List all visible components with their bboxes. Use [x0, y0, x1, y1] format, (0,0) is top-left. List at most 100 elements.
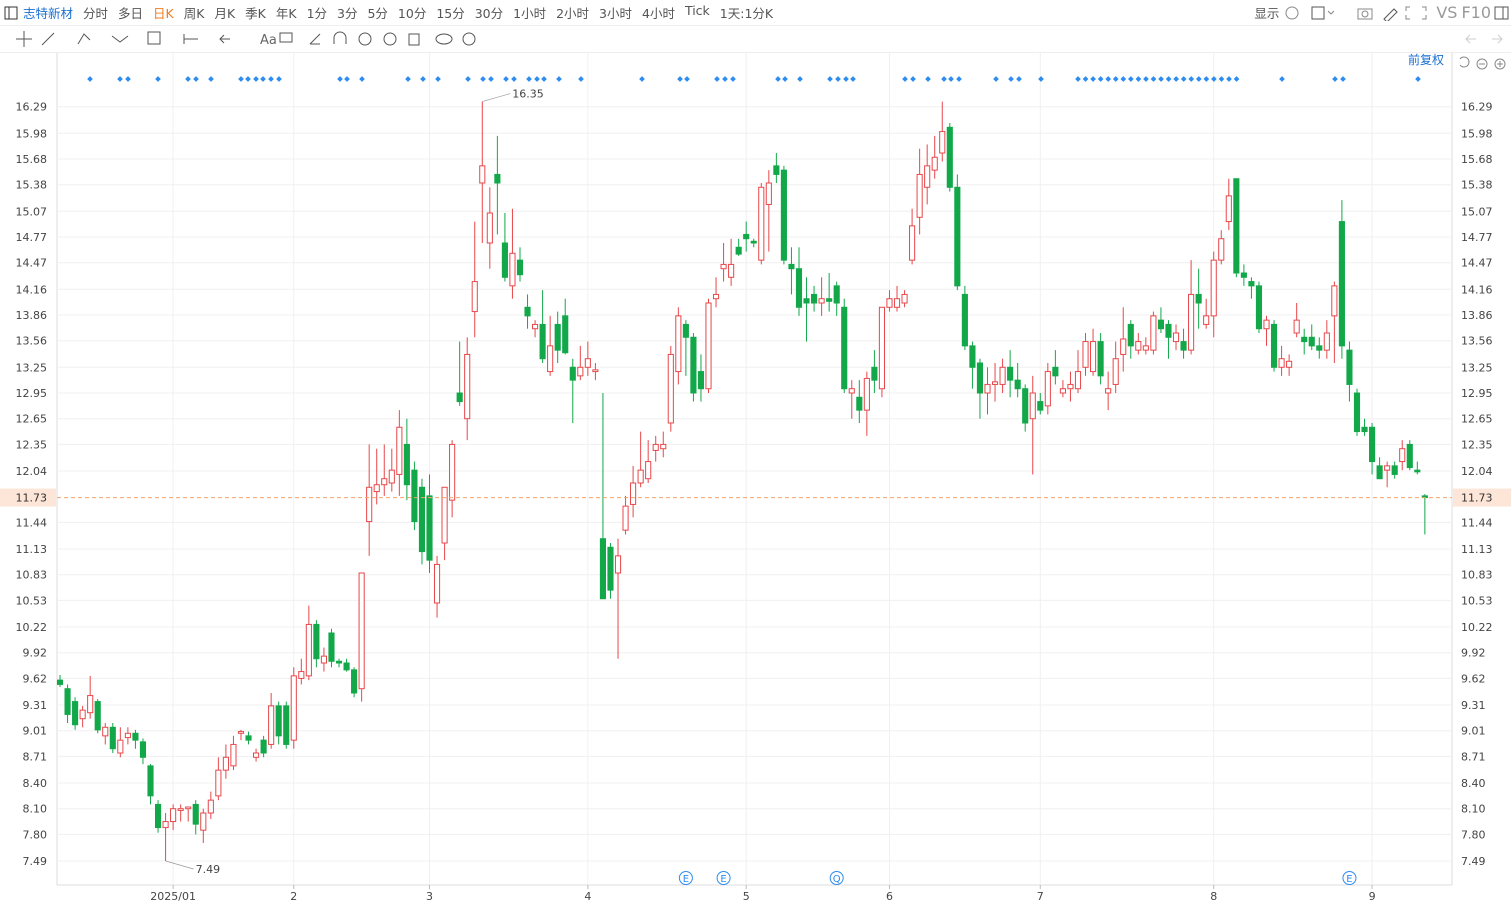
drawing-tools[interactable]: Aa [0, 26, 1511, 52]
candle-body [1022, 388, 1029, 424]
period-button[interactable]: 季K [245, 6, 266, 21]
event-dot [268, 76, 274, 82]
period-button[interactable]: 分时 [83, 6, 109, 21]
event-dot [193, 76, 199, 82]
y-tick-label: 8.40 [23, 777, 48, 790]
candle-body [984, 383, 991, 394]
candle-body [253, 752, 260, 758]
candle-body [1052, 366, 1059, 377]
candle-body [94, 701, 101, 731]
vs-button[interactable]: VS [1436, 3, 1458, 22]
event-dot [541, 76, 547, 82]
event-dot [1211, 76, 1217, 82]
period-button[interactable]: 10分 [397, 6, 427, 21]
period-button[interactable]: 1分 [306, 6, 328, 21]
y-tick-label: 12.35 [16, 438, 48, 451]
event-dot [843, 76, 849, 82]
last-price-bg [1453, 488, 1511, 507]
period-button[interactable]: 30分 [474, 6, 504, 21]
period-button[interactable]: 年K [275, 6, 297, 21]
event-dot [639, 76, 645, 82]
drawing-toolbar: Aa [0, 26, 1511, 53]
candle-body [192, 803, 199, 825]
candle-body [848, 388, 855, 394]
event-dot [1195, 76, 1202, 82]
candle-body [117, 739, 124, 754]
annotation-label: 7.49 [196, 863, 221, 876]
y2-tick-label: 8.71 [1461, 750, 1486, 763]
period-button[interactable]: 周K [183, 6, 205, 21]
event-icon [716, 871, 731, 885]
period-button[interactable]: 5分 [367, 6, 388, 21]
candle-body [132, 732, 139, 741]
candle-body [283, 705, 290, 745]
y2-tick-label: 11.44 [1461, 516, 1493, 529]
y2-tick-label: 7.49 [1461, 855, 1486, 868]
tool-icons[interactable] [1354, 5, 1434, 21]
y2-tick-label: 8.40 [1461, 777, 1486, 790]
stock-name[interactable]: 志特新材 [23, 6, 74, 21]
period-button[interactable]: 3小时 [599, 6, 632, 21]
candle-body [765, 182, 772, 205]
candle-body [381, 478, 388, 486]
candle-body [961, 293, 968, 347]
event-dot [1008, 76, 1014, 82]
event-dot [420, 76, 426, 82]
y2-tick-label: 15.98 [1461, 127, 1493, 140]
candle-body [1218, 238, 1225, 261]
period-button[interactable]: 月K [214, 6, 236, 21]
candle-body [743, 233, 750, 240]
x-tick-label: 7 [1037, 890, 1044, 903]
candle-body [712, 293, 720, 300]
f10-button[interactable]: F10 [1461, 3, 1491, 22]
event-label: E [1346, 874, 1352, 885]
candle-body [939, 131, 946, 154]
event-dot [155, 76, 161, 82]
candle-body [871, 366, 878, 381]
candle-body [599, 538, 606, 600]
candle-body [1097, 341, 1104, 377]
y2-tick-label: 14.77 [1461, 231, 1493, 244]
candle-body [200, 812, 207, 831]
y-tick-label: 9.01 [23, 725, 48, 738]
event-dot [359, 76, 365, 82]
x-tick-label: 3 [426, 890, 433, 903]
y2-tick-label: 16.29 [1461, 101, 1493, 114]
panel-icon[interactable] [4, 6, 18, 20]
candle-body [245, 735, 252, 741]
period-button[interactable]: 多日 [118, 6, 144, 21]
event-dot [578, 76, 584, 82]
display-menu[interactable]: 显示 [1254, 6, 1280, 21]
y2-tick-label: 15.38 [1461, 179, 1493, 192]
event-label: E [720, 874, 726, 885]
event-dot [1233, 76, 1240, 82]
candle-body [222, 756, 229, 771]
y2-tick-label: 9.31 [1461, 699, 1486, 712]
event-dot [1332, 76, 1338, 82]
period-button[interactable]: 1小时 [513, 6, 547, 21]
candle-body [403, 443, 410, 486]
period-button[interactable]: 15分 [436, 6, 465, 21]
y2-tick-label: 8.10 [1461, 803, 1486, 816]
event-dot [253, 76, 259, 82]
candle-body [946, 126, 953, 188]
period-button[interactable]: 2小时 [556, 6, 590, 21]
candle-body [999, 366, 1006, 385]
y-tick-label: 12.65 [16, 413, 48, 426]
period-button[interactable]: 日K [153, 6, 174, 21]
y-tick-label: 12.95 [16, 387, 48, 400]
period-button[interactable]: 4小时 [642, 6, 675, 21]
candle-body [901, 293, 908, 304]
event-label: Q [833, 874, 841, 885]
sidebar-icon[interactable] [1493, 5, 1511, 21]
event-dot [850, 76, 856, 82]
candle-body [924, 165, 931, 188]
period-button[interactable]: 1天:1分K [719, 6, 774, 21]
zoom-icons[interactable] [1459, 56, 1506, 70]
period-button[interactable]: Tick [684, 3, 710, 18]
period-button[interactable]: 3分 [337, 6, 358, 21]
text-tool[interactable]: Aa [260, 33, 277, 48]
candle-body [630, 482, 637, 505]
adjust-label[interactable]: 前复权 [1408, 53, 1444, 67]
toolbar-icons[interactable] [1284, 5, 1354, 21]
